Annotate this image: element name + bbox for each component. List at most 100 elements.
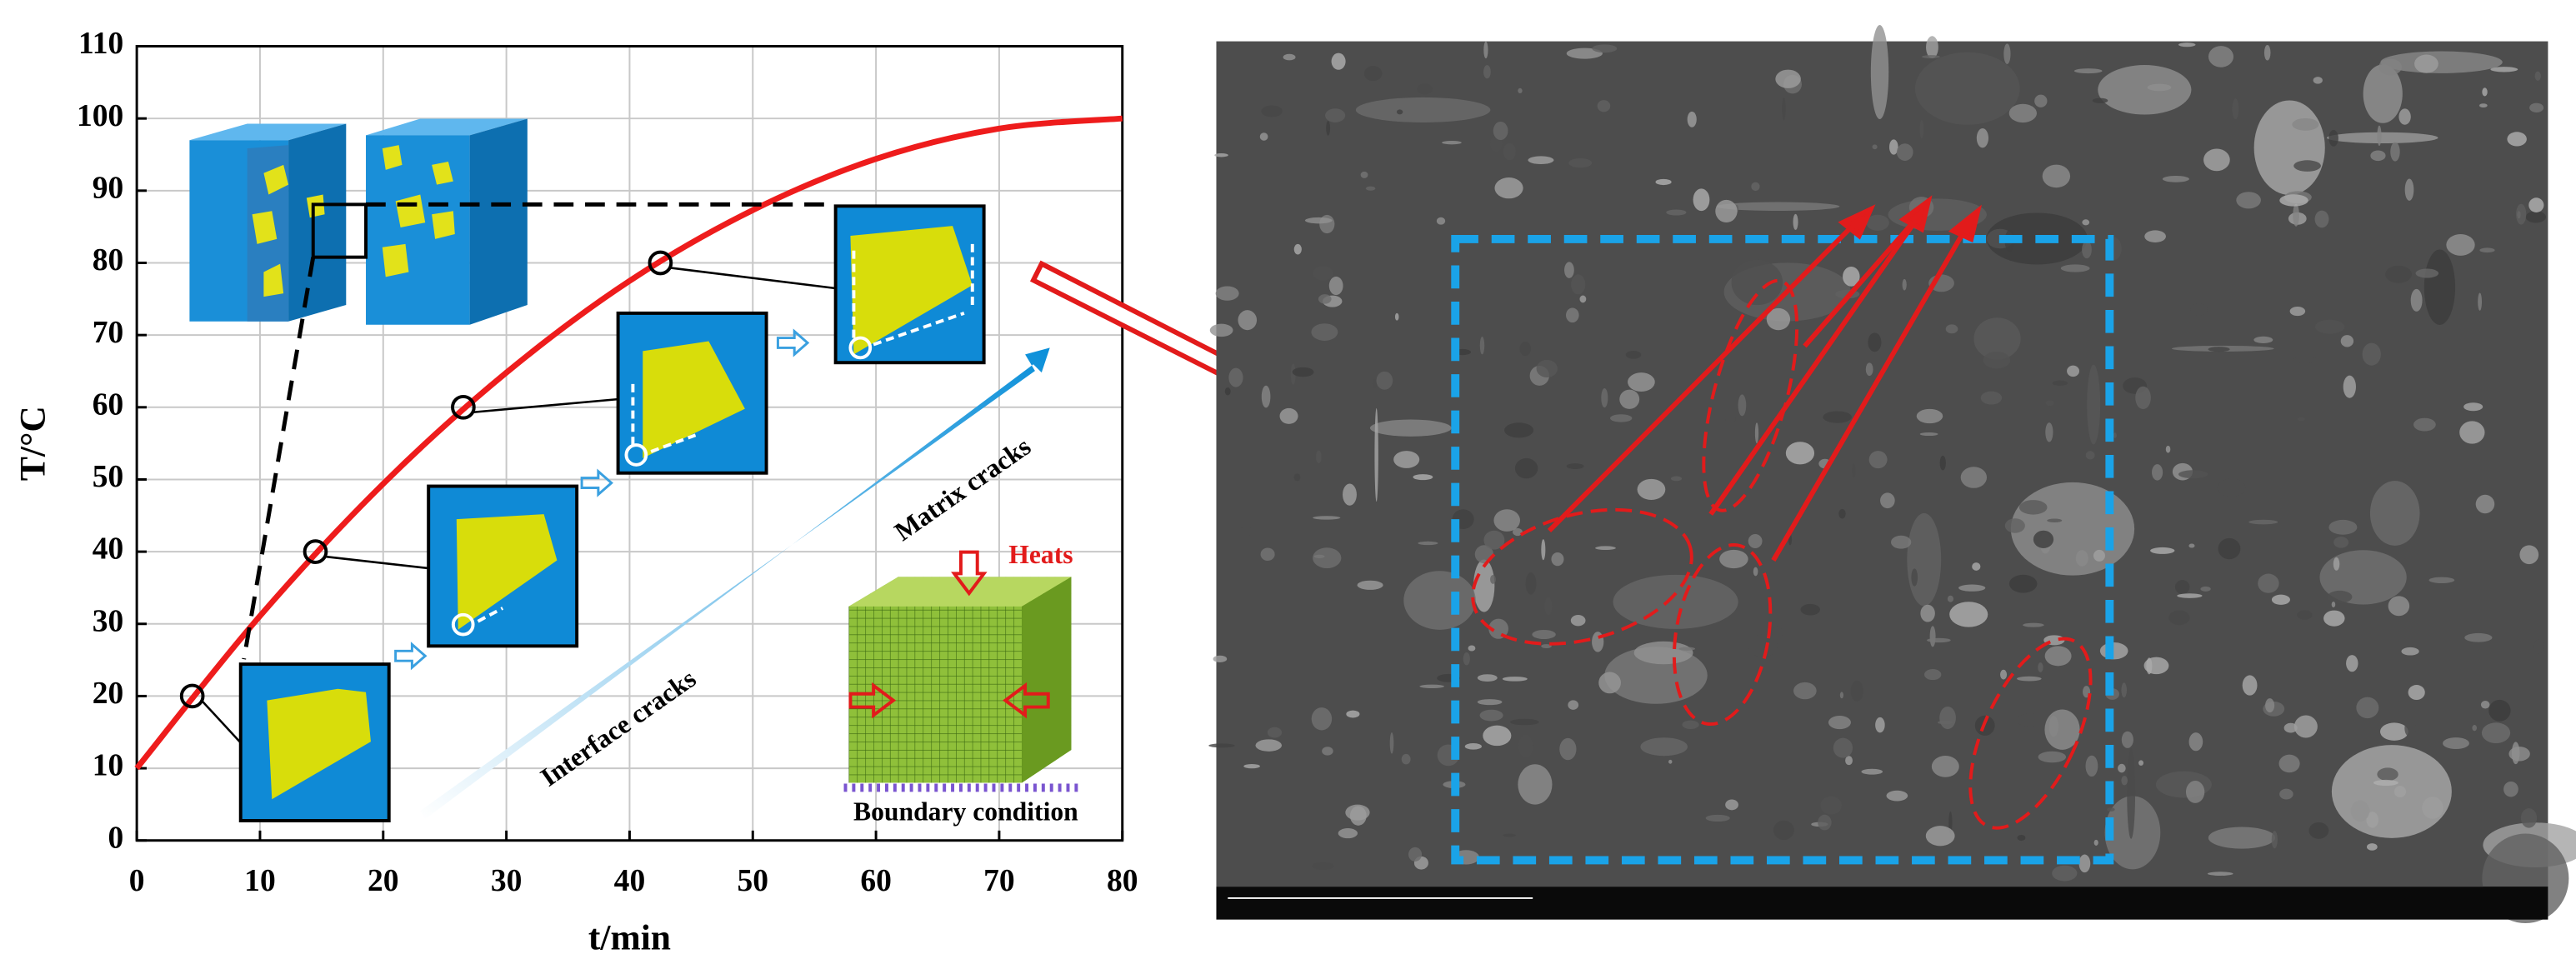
y-tick-label: 80 — [93, 243, 124, 277]
sem-particle — [2152, 464, 2163, 481]
sem-particle — [2379, 722, 2408, 741]
sem-particle — [1705, 814, 1730, 822]
sem-particle — [1503, 142, 1516, 161]
sem-particle — [1820, 796, 1842, 815]
sem-particle — [1613, 574, 1738, 629]
annotation: Matrix cracks — [889, 432, 1036, 547]
sem-particle — [2060, 264, 2090, 272]
annotation: Heats — [1008, 540, 1073, 569]
sem-particle — [2415, 268, 2439, 278]
sem-particle — [1417, 83, 1433, 95]
sem-particle — [1479, 336, 1485, 355]
sem-particle — [1911, 568, 1918, 587]
sem-particle — [1852, 463, 1856, 478]
sem-particle — [1331, 52, 1346, 70]
sem-particle — [1493, 509, 1521, 532]
sem-particle — [1490, 136, 1503, 152]
sem-particle — [2511, 742, 2520, 765]
sem-particle — [2271, 831, 2278, 849]
sem-particle — [2350, 800, 2370, 822]
sem-particle — [1929, 626, 1936, 647]
sem-particle — [2333, 537, 2349, 548]
sem-particle — [2525, 211, 2546, 223]
sem-particle — [1693, 188, 1710, 212]
sem-particle — [1925, 826, 1955, 847]
sem-particle — [2479, 247, 2495, 253]
sem-particle — [2356, 697, 2379, 719]
x-tick-label: 40 — [614, 864, 646, 898]
sem-particle — [2017, 676, 2042, 682]
sem-particle — [1845, 756, 1853, 766]
sem-particle — [1316, 450, 1322, 463]
sem-particle — [1924, 669, 1942, 681]
sem-particle — [1376, 371, 1393, 390]
sem-particle — [2401, 647, 2419, 656]
sem-particle — [2178, 470, 2208, 479]
sem-particle — [2369, 481, 2420, 546]
sem-particle — [2178, 42, 2196, 47]
sem-particle — [2292, 117, 2319, 131]
sem-particle — [1592, 44, 1618, 53]
sem-particle — [1637, 478, 1666, 501]
sem-particle — [1349, 806, 1367, 826]
sem-particle — [2135, 386, 2151, 410]
sem-particle — [1772, 626, 1783, 639]
sem-particle — [2253, 100, 2325, 195]
sem-particle — [2370, 150, 2386, 162]
sem-particle — [1715, 199, 1738, 223]
sem-particle — [1945, 324, 1958, 334]
sem-particle — [2003, 43, 2011, 64]
sem-particle — [2503, 781, 2518, 797]
sem-particle — [1283, 53, 1296, 61]
sem-particle — [2377, 125, 2382, 147]
sem-particle — [1939, 706, 1956, 730]
marked-point — [451, 394, 476, 420]
sem-particle — [2044, 646, 2072, 667]
sem-particle — [2472, 725, 2477, 732]
y-tick-label: 30 — [93, 604, 124, 638]
sem-particle — [2085, 451, 2095, 460]
sem-particle — [2292, 357, 2319, 363]
sem-particle — [1477, 674, 1498, 682]
sem-particle — [1800, 603, 1820, 616]
sem-particle — [1960, 467, 1988, 488]
sem-particle — [1442, 140, 1462, 145]
sem-particle — [1401, 753, 1411, 765]
sem-particle — [1259, 132, 1268, 141]
sem-particle — [2208, 347, 2230, 352]
sem-particle — [1958, 584, 1986, 592]
sem-particle — [1322, 747, 1333, 756]
sem-particle — [2279, 194, 2308, 207]
sem-particle — [1413, 474, 1433, 481]
sem-particle — [1403, 571, 1476, 630]
sem-particle — [1293, 243, 1302, 255]
sem-particle — [1678, 647, 1696, 651]
sem-particle — [2478, 103, 2488, 108]
sem-particle — [1625, 350, 1642, 359]
sem-particle — [1972, 562, 1981, 571]
sem-particle — [2293, 203, 2299, 227]
sem-particle — [2203, 148, 2230, 172]
y-tick-label: 10 — [93, 749, 124, 783]
sem-particle — [1394, 312, 1399, 321]
sem-particle — [2018, 500, 2048, 515]
sem-particle — [2413, 417, 2436, 432]
sem-particle — [1311, 323, 1338, 341]
sem-particle — [1891, 535, 1912, 549]
sem-particle — [1357, 580, 1383, 590]
sem-particle — [2121, 776, 2128, 786]
x-tick-label: 10 — [244, 864, 276, 898]
sem-particle — [2314, 210, 2329, 228]
sem-particle — [1374, 407, 1378, 502]
sem-particle — [1875, 717, 1885, 733]
sem-particle — [2107, 807, 2115, 812]
sem-particle — [1598, 672, 1621, 694]
sem-particle — [2188, 543, 2195, 548]
sem-particle — [1483, 41, 1488, 59]
sem-particle — [2004, 518, 2025, 533]
sem-particle — [2516, 203, 2527, 225]
sem-particle — [2528, 197, 2544, 212]
sem-particle — [1566, 47, 1603, 59]
sem-particle — [2373, 779, 2398, 786]
sem-particle — [1473, 559, 1495, 612]
